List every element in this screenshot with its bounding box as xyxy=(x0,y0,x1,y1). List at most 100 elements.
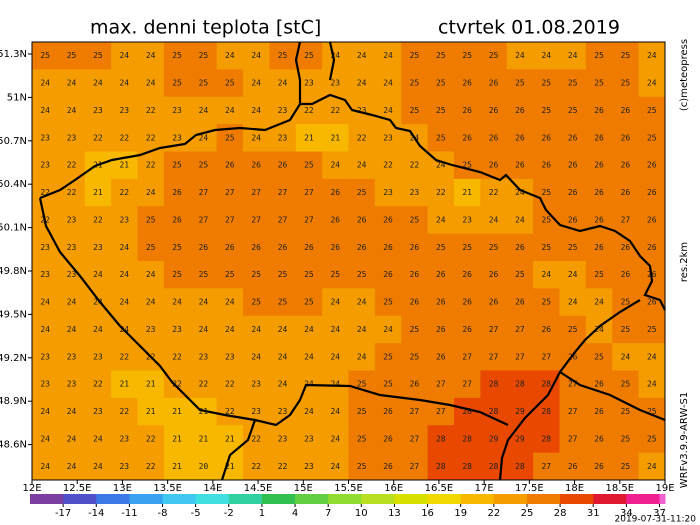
temp-value: 23 xyxy=(119,106,129,115)
temp-value: 23 xyxy=(225,352,235,361)
temp-cell xyxy=(427,370,455,399)
temp-cell xyxy=(427,315,455,344)
temp-cell xyxy=(322,96,349,125)
temp-value: 24 xyxy=(357,298,367,307)
temp-cell xyxy=(427,452,455,481)
temp-cell xyxy=(137,425,165,454)
temp-value: 23 xyxy=(410,188,420,197)
temp-value: 23 xyxy=(119,215,129,224)
temp-value: 27 xyxy=(541,352,551,361)
temp-cell xyxy=(506,151,534,180)
temp-value: 29 xyxy=(489,434,499,443)
temp-value: 27 xyxy=(515,325,525,334)
temp-cell xyxy=(269,42,297,70)
temp-value: 23 xyxy=(67,380,77,389)
temp-cell xyxy=(348,370,376,399)
temp-value: 27 xyxy=(568,407,578,416)
temp-cell xyxy=(427,42,455,70)
temp-cell xyxy=(559,233,587,262)
temp-value: 22 xyxy=(251,434,261,443)
temp-value: 23 xyxy=(67,243,77,252)
temp-cell xyxy=(638,233,666,262)
temp-value: 22 xyxy=(146,434,156,443)
temp-value: 25 xyxy=(330,270,340,279)
temp-value: 26 xyxy=(410,298,420,307)
temp-value: 24 xyxy=(146,79,156,88)
temp-cell xyxy=(533,452,560,481)
temp-cell xyxy=(243,69,270,98)
temp-value: 26 xyxy=(278,161,288,170)
temp-value: 21 xyxy=(330,133,340,142)
temp-value: 26 xyxy=(568,352,578,361)
lon-label: 17.5E xyxy=(515,483,544,494)
temp-value: 24 xyxy=(225,51,235,60)
temp-value: 26 xyxy=(489,133,499,142)
temp-cell xyxy=(84,124,112,152)
temp-cell xyxy=(374,233,402,262)
colorbar-segment xyxy=(361,494,395,504)
temp-value: 26 xyxy=(383,215,393,224)
temp-value: 26 xyxy=(568,133,578,142)
temp-cell xyxy=(480,370,508,399)
temp-value: 24 xyxy=(357,161,367,170)
temp-cell xyxy=(585,425,613,454)
temp-value: 26 xyxy=(594,434,604,443)
temp-value: 28 xyxy=(541,434,551,443)
lat-label: 51N xyxy=(7,92,27,103)
temp-value: 24 xyxy=(489,215,499,224)
temp-cell xyxy=(533,343,560,371)
temp-value: 25 xyxy=(568,325,578,334)
temp-value: 26 xyxy=(594,380,604,389)
temp-value: 25 xyxy=(568,243,578,252)
temp-value: 22 xyxy=(67,188,77,197)
temp-value: 24 xyxy=(67,434,77,443)
temp-value: 29 xyxy=(515,434,525,443)
temp-value: 25 xyxy=(515,270,525,279)
temp-cell xyxy=(533,69,560,98)
temp-value: 25 xyxy=(172,270,182,279)
temp-value: 24 xyxy=(515,51,525,60)
colorbar-segment xyxy=(427,494,462,504)
temp-value: 24 xyxy=(383,79,393,88)
temp-value: 25 xyxy=(462,51,472,60)
temp-value: 23 xyxy=(93,352,103,361)
lat-label: 50.7N xyxy=(0,136,27,147)
temp-value: 26 xyxy=(621,188,631,197)
temp-value: 25 xyxy=(278,270,288,279)
temp-cell xyxy=(322,178,349,207)
timestamp: 2019-07-31-11:20 xyxy=(615,515,697,525)
temp-value: 23 xyxy=(93,407,103,416)
temp-value: 21 xyxy=(172,407,182,416)
temp-cell xyxy=(401,69,429,98)
colorbar-label: -8 xyxy=(158,508,168,519)
temp-value: 24 xyxy=(330,380,340,389)
temp-cell xyxy=(216,42,244,70)
temp-cell xyxy=(401,42,429,70)
temp-cell xyxy=(295,151,323,180)
temp-value: 26 xyxy=(621,270,631,279)
lat-label: 48.6N xyxy=(0,440,27,451)
temp-value: 23 xyxy=(278,133,288,142)
temp-value: 27 xyxy=(199,188,209,197)
temp-cell xyxy=(374,425,402,454)
temp-value: 23 xyxy=(67,270,77,279)
temp-cell xyxy=(269,452,297,481)
temp-value: 28 xyxy=(541,407,551,416)
temp-value: 24 xyxy=(225,298,235,307)
resolution: res.2km xyxy=(679,242,690,282)
temp-value: 22 xyxy=(225,380,235,389)
temp-cell xyxy=(322,233,349,262)
temp-cell xyxy=(612,315,640,344)
temp-value: 25 xyxy=(199,161,209,170)
temp-value: 27 xyxy=(251,215,261,224)
temp-cell xyxy=(480,42,508,70)
temp-value: 26 xyxy=(225,161,235,170)
temp-cell xyxy=(427,124,455,152)
temp-value: 24 xyxy=(515,188,525,197)
temp-value: 26 xyxy=(383,407,393,416)
temp-cell xyxy=(190,315,218,344)
temp-value: 24 xyxy=(119,79,129,88)
temp-value: 26 xyxy=(278,243,288,252)
temp-cell xyxy=(322,397,349,426)
temp-cell xyxy=(348,42,376,70)
